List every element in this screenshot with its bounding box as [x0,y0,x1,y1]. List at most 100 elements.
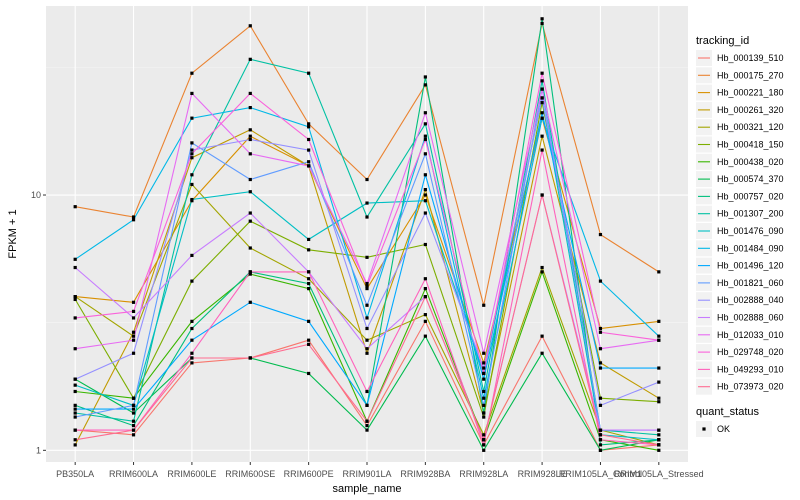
data-point [540,71,544,75]
data-point [73,443,77,447]
x-tick-label: RRIM105LA_Control [559,469,642,479]
data-point [73,257,77,261]
data-point [307,277,311,281]
data-point [423,313,427,317]
data-point [365,338,369,342]
data-point [598,443,603,447]
legend-label-Hb_049293_010: Hb_049293_010 [717,364,784,374]
data-point [248,300,252,304]
data-point [365,389,369,394]
x-tick-label: RRIM928LA [459,469,508,479]
y-tick-label: 1 [36,445,41,455]
x-tick-label: RRIM600PE [284,469,334,479]
data-point [598,366,603,370]
data-point [131,419,136,423]
legend-title: tracking_id [696,35,749,47]
data-point [307,319,311,323]
data-point [73,383,77,387]
shape-legend-items: OK [696,421,730,437]
data-point [365,201,369,205]
data-point [307,137,311,142]
x-tick-label: RRIM928BA [400,469,450,479]
data-point [307,125,311,129]
data-point [657,433,661,437]
data-point [131,316,136,320]
data-point [540,111,544,115]
data-point [482,389,486,394]
data-point [657,448,661,452]
data-point [657,428,661,432]
data-point [482,396,486,400]
x-tick-label: RRIM600LE [167,469,216,479]
data-point [598,347,603,351]
data-point [365,284,369,288]
x-tick-label: RRIM901LA [342,469,391,479]
data-point [657,319,661,323]
data-point [657,338,661,342]
data-point [598,330,603,334]
legend-label-Hb_000438_020: Hb_000438_020 [717,157,784,167]
data-point [248,137,252,142]
data-point [657,443,661,447]
data-point [248,270,252,274]
data-point [73,316,77,320]
data-point [482,438,486,442]
data-point [73,297,77,302]
data-point [598,428,603,432]
data-point [190,338,194,342]
data-point [131,396,136,400]
data-point [423,173,427,177]
legend-label-Hb_001821_060: Hb_001821_060 [717,278,784,288]
data-point [540,87,544,91]
legend-label-Hb_000757_020: Hb_000757_020 [717,191,784,201]
data-point [248,105,252,110]
data-point [190,361,194,365]
data-point [248,272,252,276]
data-point [540,193,544,197]
data-point [423,134,427,138]
legend-label-Hb_002888_060: Hb_002888_060 [717,313,784,323]
y-axis: 1 10 [31,190,46,455]
data-point [190,182,194,187]
data-point [482,403,486,407]
data-point [190,91,194,96]
data-point [248,246,252,250]
data-point [248,57,252,61]
data-point [131,403,136,407]
data-point [365,347,369,351]
data-point [423,242,427,247]
data-point [598,279,603,283]
data-point [365,316,369,320]
x-tick-label: RRIM600LA [109,469,158,479]
data-point [365,215,369,219]
data-point [423,334,427,338]
shape-legend-key-point [702,427,706,431]
data-point [365,326,369,331]
data-point [423,211,427,215]
legend-items: Hb_000139_510 Hb_000175_270 Hb_000221_180 H… [696,50,784,395]
legend-label-Hb_000321_120: Hb_000321_120 [717,122,784,132]
data-point [657,334,661,338]
data-point [307,286,311,291]
data-point [365,428,369,432]
data-point [482,411,486,415]
data-point [598,396,603,400]
data-point [73,347,77,351]
data-point [131,334,136,338]
data-point [423,83,427,87]
data-point [540,21,544,26]
x-tick-label: RRIM928LE [518,469,567,479]
data-point [131,300,136,304]
data-point [307,342,311,346]
legend-label-Hb_000574_370: Hb_000574_370 [717,174,784,184]
x-axis: PB350LA RRIM600LA RRIM600LE RRIM600SE RRIM60… [56,462,704,479]
data-point [540,17,544,21]
data-point [657,400,661,404]
data-point [482,415,486,419]
data-point [190,326,194,331]
data-point [190,152,194,156]
legend-label-Hb_012033_010: Hb_012033_010 [717,330,784,340]
data-point [598,326,603,331]
data-point [248,134,252,138]
data-point [190,253,194,258]
